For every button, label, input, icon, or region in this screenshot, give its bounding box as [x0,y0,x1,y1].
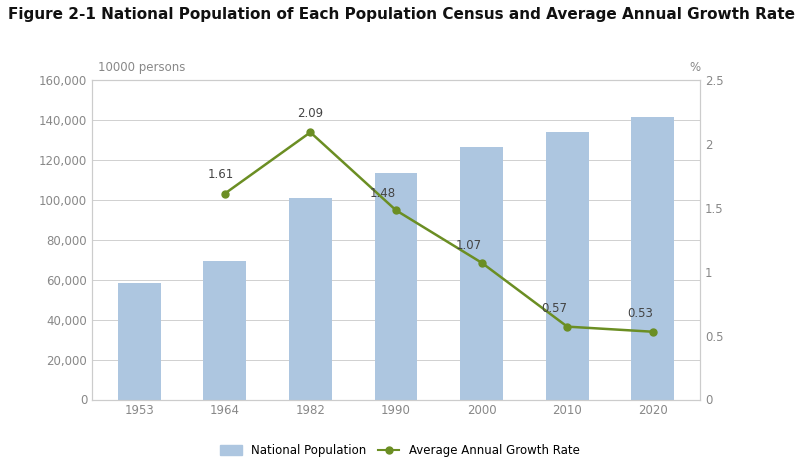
Bar [546,132,589,400]
Text: 10000 persons: 10000 persons [98,61,186,73]
Text: 2.09: 2.09 [298,107,323,119]
Text: 0.57: 0.57 [542,302,567,315]
Bar [460,147,503,400]
Text: 1.48: 1.48 [370,187,396,200]
Text: 1.61: 1.61 [207,168,234,181]
Legend: National Population, Average Annual Growth Rate: National Population, Average Annual Grow… [216,439,584,462]
Bar [118,283,161,400]
Text: %: % [689,61,700,73]
Bar [289,198,332,400]
Text: 1.07: 1.07 [456,240,482,252]
Bar [631,118,674,400]
Text: Figure 2-1 National Population of Each Population Census and Average Annual Grow: Figure 2-1 National Population of Each P… [8,7,795,22]
Text: 0.53: 0.53 [627,307,653,320]
Bar [203,261,246,400]
Bar [374,173,418,400]
